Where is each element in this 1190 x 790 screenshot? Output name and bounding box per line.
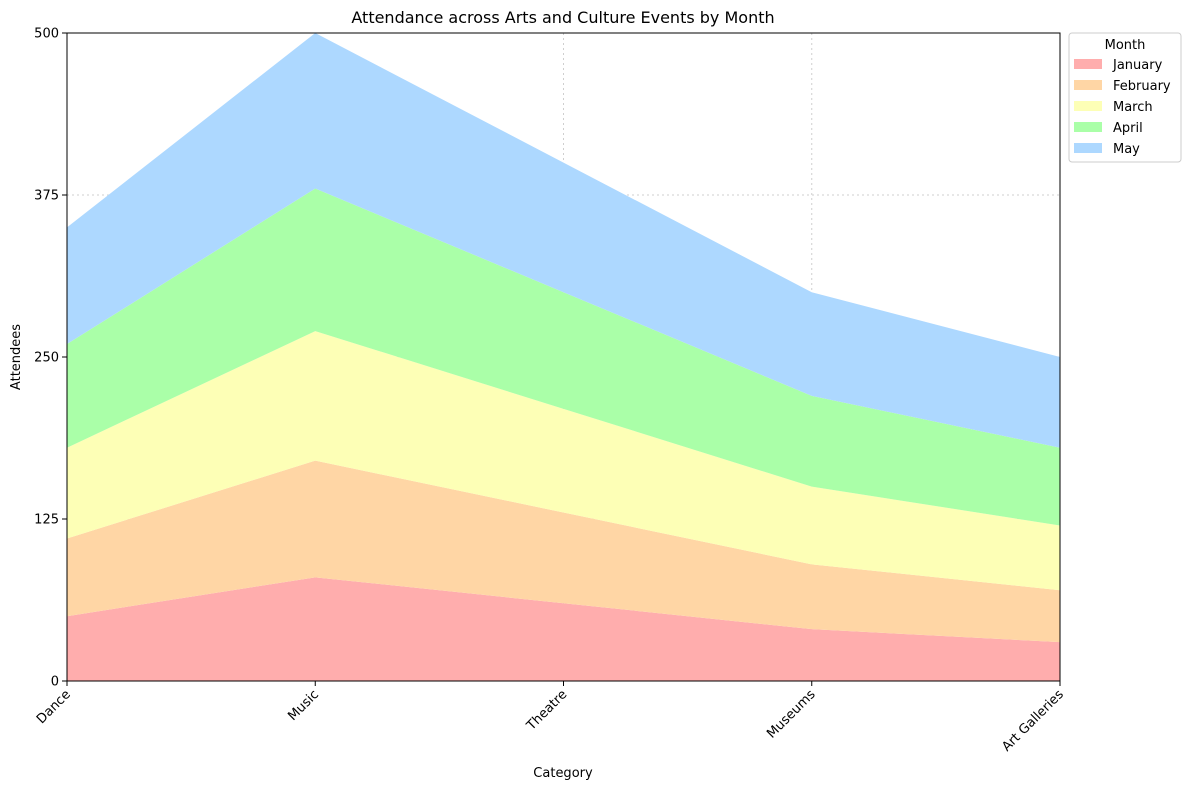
area-series-january <box>67 577 1060 681</box>
x-tick-label: Theatre <box>523 687 570 734</box>
area-layer <box>67 33 1060 681</box>
x-tick-label: Art Galleries <box>999 687 1067 755</box>
area-series-march <box>67 331 1060 591</box>
y-tick-label: 125 <box>34 513 59 528</box>
legend-label: May <box>1113 142 1140 157</box>
legend-label: April <box>1113 121 1143 136</box>
x-tick-label: Music <box>285 687 322 724</box>
x-tick-label: Dance <box>34 687 74 727</box>
area-series-may <box>67 33 1060 448</box>
y-tick-label: 250 <box>34 351 59 366</box>
y-axis-ticks: 0 125 250 375 500 <box>34 27 67 690</box>
legend-swatch <box>1074 101 1102 111</box>
legend-label: March <box>1113 100 1153 115</box>
chart-title: Attendance across Arts and Culture Event… <box>351 8 774 27</box>
y-tick-label: 500 <box>34 27 59 42</box>
area-series-april <box>67 188 1060 526</box>
y-tick-label: 0 <box>51 675 59 690</box>
legend-title: Month <box>1105 38 1146 53</box>
x-axis-ticks: Dance Music Theatre Museums Art Galleries <box>34 681 1067 755</box>
legend-swatch <box>1074 59 1102 69</box>
legend-label: February <box>1113 79 1171 94</box>
legend-label: January <box>1112 58 1163 73</box>
legend-items: January February March April May <box>1074 58 1171 157</box>
x-tick-label: Museums <box>764 687 819 742</box>
legend-swatch <box>1074 80 1102 90</box>
legend: Month January February March April May <box>1068 32 1182 163</box>
y-tick-label: 375 <box>34 189 59 204</box>
legend-swatch <box>1074 122 1102 132</box>
legend-swatch <box>1074 143 1102 153</box>
y-axis-label: Attendees <box>9 324 24 390</box>
x-axis-label: Category <box>533 766 593 781</box>
area-series-february <box>67 460 1060 643</box>
